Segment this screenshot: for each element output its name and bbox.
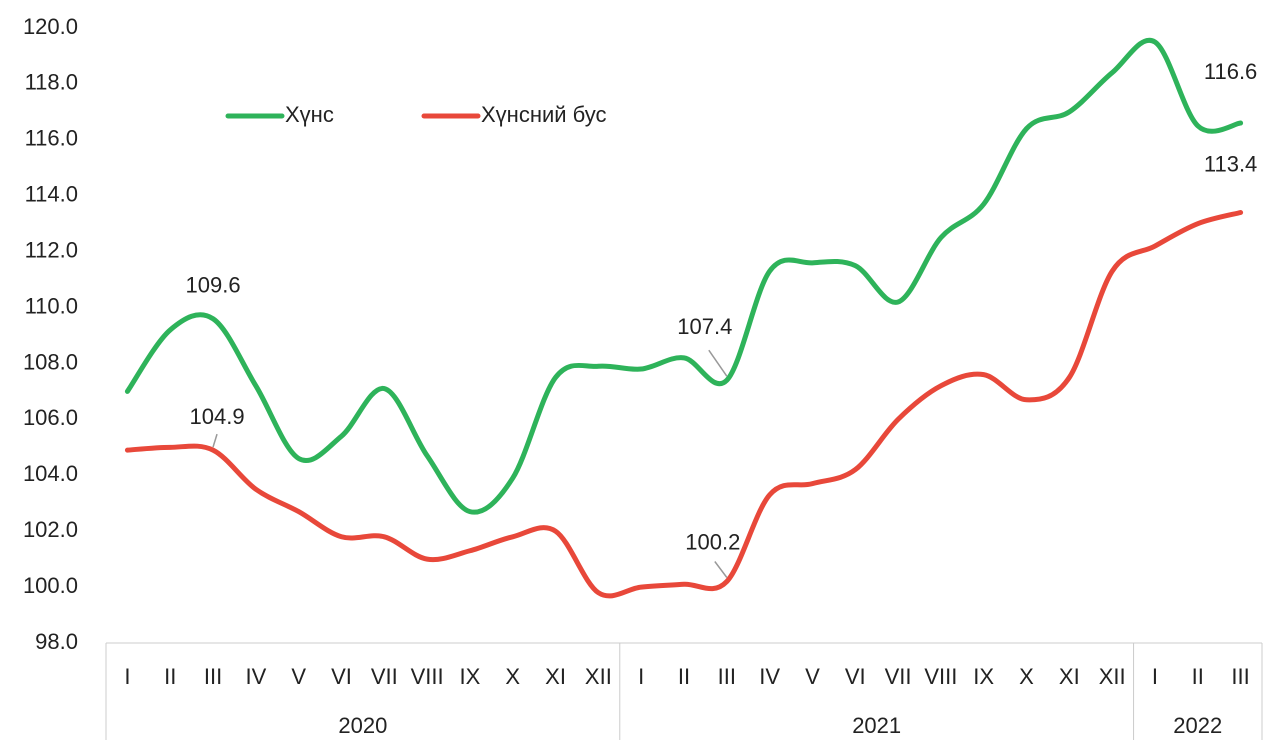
legend-label: Хүнсний бус (481, 102, 607, 127)
data-label: 100.2 (685, 529, 740, 554)
x-tick-label: III (204, 664, 222, 689)
x-tick-label: X (505, 664, 520, 689)
x-tick-label: V (291, 664, 306, 689)
group-label: 2021 (852, 713, 901, 738)
x-tick-label: XII (1099, 664, 1126, 689)
y-tick-label: 116.0 (25, 126, 78, 151)
x-tick-label: IV (245, 664, 266, 689)
y-tick-label: 110.0 (25, 293, 78, 318)
y-tick-label: 102.0 (23, 517, 78, 542)
y-tick-label: 98.0 (35, 629, 78, 654)
y-tick-label: 114.0 (25, 182, 78, 207)
y-tick-label: 104.0 (23, 461, 78, 486)
y-tick-label: 100.0 (23, 573, 78, 598)
leader-line (212, 433, 218, 448)
x-tick-label: I (638, 664, 644, 689)
x-tick-label: VII (371, 664, 398, 689)
y-tick-label: 120.0 (23, 14, 78, 39)
x-tick-label: II (1192, 664, 1204, 689)
x-tick-label: VIII (924, 664, 957, 689)
y-tick-label: 108.0 (23, 349, 78, 374)
x-tick-label: VI (845, 664, 866, 689)
x-tick-label: V (805, 664, 820, 689)
x-tick-label: I (1152, 664, 1158, 689)
x-tick-label: VIII (411, 664, 444, 689)
legend-label: Хүнс (285, 102, 334, 127)
group-label: 2020 (338, 713, 387, 738)
data-label: 104.9 (190, 404, 245, 429)
x-tick-label: IX (460, 664, 481, 689)
data-label: 113.4 (1204, 151, 1257, 176)
x-tick-label: XI (545, 664, 566, 689)
leader-line (714, 561, 728, 578)
x-tick-label: II (164, 664, 176, 689)
x-tick-label: XII (585, 664, 612, 689)
series-line (124, 37, 1244, 515)
x-tick-label: III (1231, 664, 1249, 689)
x-tick-label: IX (973, 664, 994, 689)
x-tick-label: IV (759, 664, 780, 689)
x-tick-label: III (718, 664, 736, 689)
data-label: 107.4 (677, 314, 732, 339)
group-label: 2022 (1173, 713, 1222, 738)
x-tick-label: VI (331, 664, 352, 689)
series-line (124, 210, 1244, 599)
data-label: 116.6 (1204, 59, 1257, 84)
y-tick-label: 112.0 (25, 237, 78, 262)
x-tick-label: X (1019, 664, 1034, 689)
data-label: 109.6 (186, 273, 241, 298)
x-tick-label: I (124, 664, 130, 689)
leader-line (708, 349, 728, 377)
x-tick-label: II (678, 664, 690, 689)
y-tick-label: 118.0 (25, 70, 78, 95)
x-tick-label: VII (885, 664, 912, 689)
x-tick-label: XI (1059, 664, 1080, 689)
y-tick-label: 106.0 (23, 405, 78, 430)
